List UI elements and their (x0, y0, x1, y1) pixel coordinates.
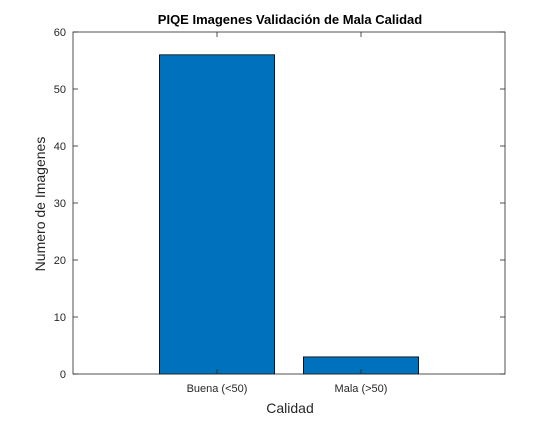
plot-background (73, 32, 505, 374)
x-tick-label: Buena (<50) (187, 383, 248, 395)
y-tick-label: 10 (54, 312, 66, 324)
bar-1 (158, 54, 275, 375)
chart-title: PIQE Imagenes Validación de Mala Calidad (158, 12, 422, 27)
y-tick-label: 50 (54, 84, 66, 96)
y-tick-label: 60 (54, 27, 66, 39)
x-axis-label: Calidad (266, 400, 313, 416)
y-tick-label: 20 (54, 255, 66, 267)
plot-area: Buena (<50) Mala (>50) 0 10 20 30 40 50 60 (54, 27, 506, 395)
y-axis-label: Numero de Imagenes (32, 137, 48, 272)
axes-box (72, 31, 506, 375)
y-tick-label: 0 (60, 369, 66, 381)
y-tick-label: 40 (54, 141, 66, 153)
x-tick-label: Mala (>50) (335, 383, 388, 395)
y-tick-label: 30 (54, 198, 66, 210)
